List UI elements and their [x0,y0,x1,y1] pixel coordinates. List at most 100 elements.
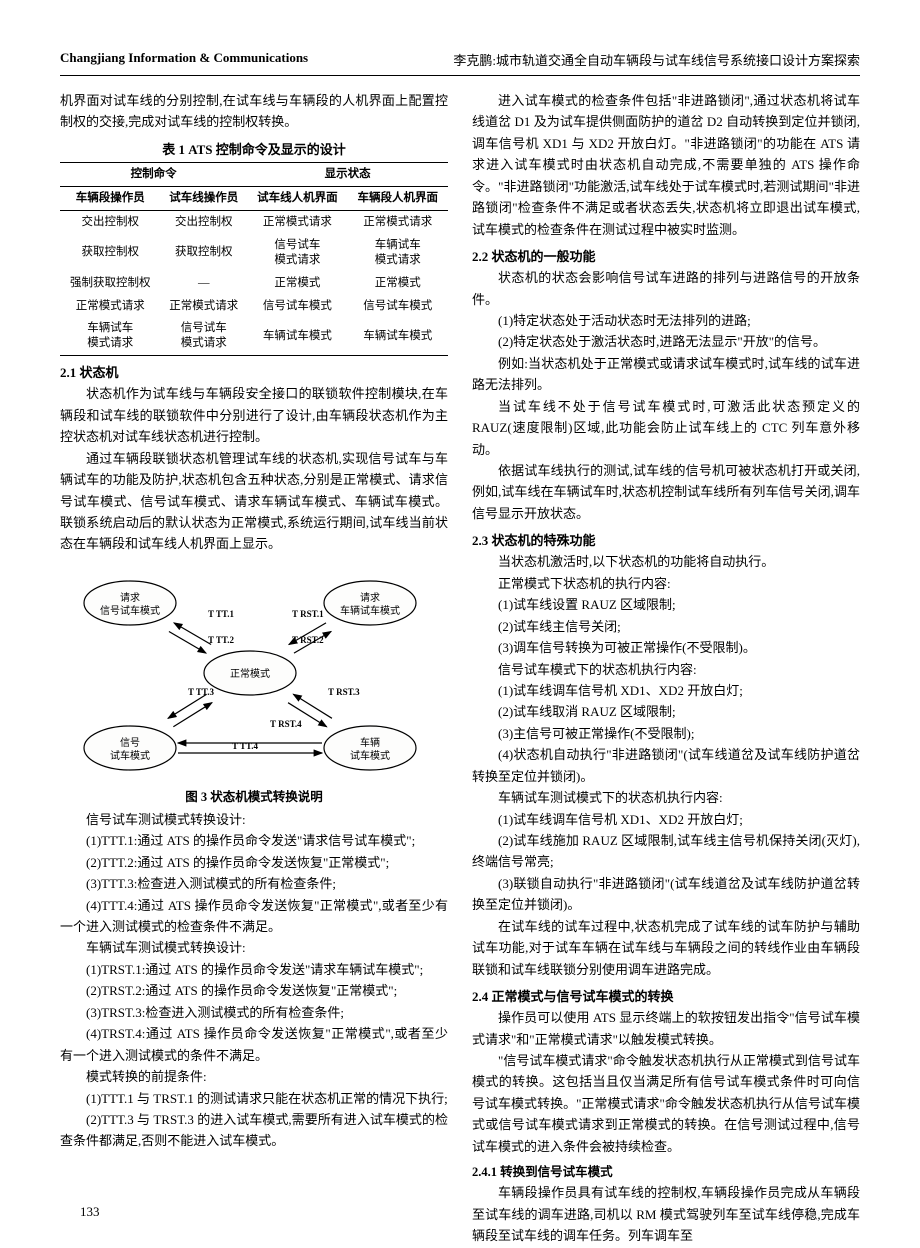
col-h-1: 试车线操作员 [160,186,247,210]
list-item: 状态机的状态会影响信号试车进路的排列与进路信号的开放条件。 [472,267,860,310]
svg-text:信号试车模式: 信号试车模式 [100,604,160,617]
right-lead: 进入试车模式的检查条件包括"非进路锁闭",通过状态机将试车线道岔 D1 及为试车… [472,90,860,240]
list-item: 当状态机激活时,以下状态机的功能将自动执行。 [472,551,860,572]
list-item: 模式转换的前提条件: [60,1066,448,1087]
list-item: 在试车线的试车过程中,状态机完成了试车线的试车防护与辅助试车功能,对于试车车辆在… [472,916,860,980]
svg-text:T TT.1: T TT.1 [208,609,235,619]
page-number: 133 [80,1204,100,1220]
left-column: 机界面对试车线的分别控制,在试车线与车辆段的人机界面上配置控制权的交接,完成对试… [60,90,448,1246]
list-item: (1)试车线调车信号机 XD1、XD2 开放白灯; [472,809,860,830]
list-item: (3)TRST.3:检查进入测试模式的所有检查条件; [60,1002,448,1023]
list-item: 操作员可以使用 ATS 显示终端上的软按钮发出指令"信号试车模式请求"和"正常模… [472,1007,860,1050]
svg-text:正常模式: 正常模式 [230,667,270,680]
svg-text:T RST.4: T RST.4 [270,719,302,729]
svg-text:车辆: 车辆 [360,736,380,749]
table-cell: 强制获取控制权 [60,272,160,295]
table-cell: 车辆试车模式 [348,317,448,355]
svg-text:T TT.2: T TT.2 [208,635,235,645]
svg-text:车辆试车模式: 车辆试车模式 [340,604,400,617]
ats-table: 控制命令 显示状态 车辆段操作员 试车线操作员 试车线人机界面 车辆段人机界面 … [60,162,448,356]
svg-text:T TT.4: T TT.4 [232,741,259,751]
list-item: (1)试车线调车信号机 XD1、XD2 开放白灯; [472,680,860,701]
figure-3: 请求信号试车模式请求车辆试车模式正常模式信号试车模式车辆试车模式T TT.1T … [60,563,448,782]
table-cell: 交出控制权 [60,210,160,233]
svg-text:请求: 请求 [120,591,140,604]
table-cell: — [160,272,247,295]
table-cell: 获取控制权 [160,234,247,272]
list-item: (2)特定状态处于激活状态时,进路无法显示"开放"的信号。 [472,331,860,352]
svg-text:T TT.3: T TT.3 [188,687,215,697]
right-column: 进入试车模式的检查条件包括"非进路锁闭",通过状态机将试车线道岔 D1 及为试车… [472,90,860,1246]
col-h-2: 试车线人机界面 [247,186,347,210]
intro-para: 机界面对试车线的分别控制,在试车线与车辆段的人机界面上配置控制权的交接,完成对试… [60,90,448,133]
sec-2-4-title: 2.4 正常模式与信号试车模式的转换 [472,986,860,1005]
table-cell: 正常模式请求 [247,210,347,233]
page-header: Changjiang Information & Communications … [60,50,860,76]
list-item: (2)TRST.2:通过 ATS 的操作员命令发送恢复"正常模式"; [60,980,448,1001]
sec-2-2-title: 2.2 状态机的一般功能 [472,246,860,265]
list-item: (1)特定状态处于活动状态时无法排列的进路; [472,310,860,331]
article-title-short: 李克鹏:城市轨道交通全自动车辆段与试车线信号系统接口设计方案探索 [453,50,860,69]
table-cell: 正常模式请求 [348,210,448,233]
table-cell: 正常模式请求 [60,295,160,318]
table-cell: 车辆试车模式请求 [60,317,160,355]
sec21-p1: 状态机作为试车线与车辆段安全接口的联锁软件控制模块,在车辆段和试车线的联锁软件中… [60,383,448,447]
list-item: 例如:当状态机处于正常模式或请求试车模式时,试车线的试车进路无法排列。 [472,353,860,396]
table-cell: 信号试车模式请求 [160,317,247,355]
table-cell: 信号试车模式 [247,295,347,318]
table1-title: 表 1 ATS 控制命令及显示的设计 [60,139,448,158]
col-group-2: 显示状态 [247,162,448,186]
svg-text:试车模式: 试车模式 [110,749,150,762]
list-item: "信号试车模式请求"命令触发状态机执行从正常模式到信号试车模式的转换。这包括当且… [472,1050,860,1157]
list-item: 车辆试车测试模式转换设计: [60,937,448,958]
list-item: (3)调车信号转换为可被正常操作(不受限制)。 [472,637,860,658]
svg-text:信号: 信号 [120,737,140,749]
svg-text:T RST.1: T RST.1 [292,609,324,619]
svg-text:T RST.3: T RST.3 [328,687,360,697]
col-group-1: 控制命令 [60,162,247,186]
figure-3-caption: 图 3 状态机模式转换说明 [60,786,448,805]
col-h-3: 车辆段人机界面 [348,186,448,210]
svg-text:T RST.2: T RST.2 [292,635,324,645]
list-item: (1)试车线设置 RAUZ 区域限制; [472,594,860,615]
list-item: (3)TTT.3:检查进入测试模式的所有检查条件; [60,873,448,894]
sec-2-4-1-title: 2.4.1 转换到信号试车模式 [472,1161,860,1180]
sec-2-1-title: 2.1 状态机 [60,362,448,381]
list-item: (4)TTT.4:通过 ATS 操作员命令发送恢复"正常模式",或者至少有一个进… [60,895,448,938]
sec-2-3-title: 2.3 状态机的特殊功能 [472,530,860,549]
svg-text:试车模式: 试车模式 [350,749,390,762]
sec21-p2: 通过车辆段联锁状态机管理试车线的状态机,实现信号试车与车辆试车的功能及防护,状态… [60,448,448,555]
list-item: 车辆试车测试模式下的状态机执行内容: [472,787,860,808]
list-item: 信号试车模式下的状态机执行内容: [472,659,860,680]
table-cell: 信号试车模式 [348,295,448,318]
list-item: (1)TRST.1:通过 ATS 的操作员命令发送"请求车辆试车模式"; [60,959,448,980]
table-cell: 车辆试车模式请求 [348,234,448,272]
list-item: (1)TTT.1 与 TRST.1 的测试请求只能在状态机正常的情况下执行; [60,1088,448,1109]
list-item: (3)主信号可被正常操作(不受限制); [472,723,860,744]
table-cell: 车辆试车模式 [247,317,347,355]
table-cell: 交出控制权 [160,210,247,233]
list-item: (2)TTT.3 与 TRST.3 的进入试车模式,需要所有进入试车模式的检查条… [60,1109,448,1152]
list-item: (2)TTT.2:通过 ATS 的操作员命令发送恢复"正常模式"; [60,852,448,873]
list-item: 正常模式下状态机的执行内容: [472,573,860,594]
list-item: (2)试车线取消 RAUZ 区域限制; [472,701,860,722]
table-cell: 正常模式请求 [160,295,247,318]
list-item: (4)TRST.4:通过 ATS 操作员命令发送恢复"正常模式",或者至少有一个… [60,1023,448,1066]
list-item: 依据试车线执行的测试,试车线的信号机可被状态机打开或关闭,例如,试车线在车辆试车… [472,460,860,524]
list-item: (2)试车线施加 RAUZ 区域限制,试车线主信号机保持关闭(灭灯),终端信号常… [472,830,860,873]
list-item: 车辆段操作员具有试车线的控制权,车辆段操作员完成从车辆段至试车线的调车进路,司机… [472,1182,860,1246]
journal-name: Changjiang Information & Communications [60,50,308,69]
svg-text:请求: 请求 [360,591,380,604]
table-cell: 正常模式 [247,272,347,295]
table-cell: 获取控制权 [60,234,160,272]
two-column-body: 机界面对试车线的分别控制,在试车线与车辆段的人机界面上配置控制权的交接,完成对试… [60,90,860,1246]
state-machine-diagram: 请求信号试车模式请求车辆试车模式正常模式信号试车模式车辆试车模式T TT.1T … [60,563,440,778]
list-item: (3)联锁自动执行"非进路锁闭"(试车线道岔及试车线防护道岔转换至定位并锁闭)。 [472,873,860,916]
list-item: (1)TTT.1:通过 ATS 的操作员命令发送"请求信号试车模式"; [60,830,448,851]
list-item: (4)状态机自动执行"非进路锁闭"(试车线道岔及试车线防护道岔转换至定位并锁闭)… [472,744,860,787]
col-h-0: 车辆段操作员 [60,186,160,210]
list-item: (2)试车线主信号关闭; [472,616,860,637]
table-cell: 正常模式 [348,272,448,295]
table-cell: 信号试车模式请求 [247,234,347,272]
list-item: 当试车线不处于信号试车模式时,可激活此状态预定义的 RAUZ(速度限制)区域,此… [472,396,860,460]
